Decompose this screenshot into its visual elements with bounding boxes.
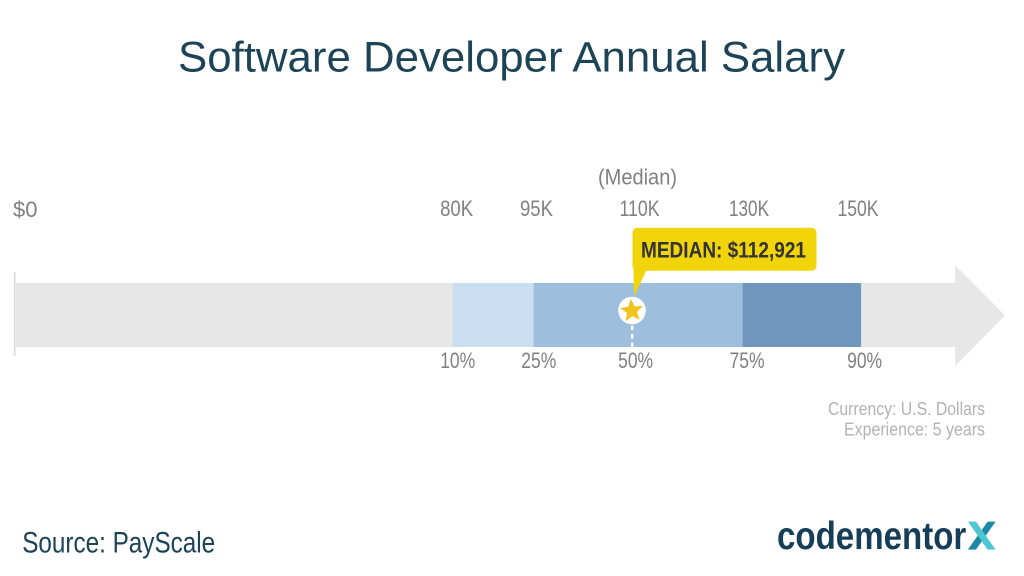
- svg-text:10%: 10%: [440, 348, 475, 373]
- svg-text:Software Developer Annual Sala: Software Developer Annual Salary: [178, 34, 846, 82]
- svg-text:80K: 80K: [440, 196, 473, 221]
- svg-text:150K: 150K: [838, 196, 879, 221]
- svg-text:MEDIAN: $112,921: MEDIAN: $112,921: [641, 238, 806, 263]
- svg-text:50%: 50%: [618, 348, 653, 373]
- svg-text:Currency: U.S. Dollars: Currency: U.S. Dollars: [828, 399, 985, 419]
- svg-text:95K: 95K: [520, 196, 553, 221]
- svg-text:110K: 110K: [620, 196, 660, 221]
- svg-text:Source: PayScale: Source: PayScale: [22, 527, 215, 560]
- svg-text:25%: 25%: [521, 348, 556, 373]
- svg-text:Experience: 5 years: Experience: 5 years: [844, 420, 985, 440]
- svg-text:130K: 130K: [729, 196, 769, 221]
- svg-text:(Median): (Median): [598, 165, 677, 190]
- svg-text:codementor: codementor: [777, 515, 966, 558]
- svg-text:90%: 90%: [847, 348, 882, 373]
- svg-text:75%: 75%: [730, 348, 765, 373]
- svg-text:$0: $0: [13, 197, 37, 222]
